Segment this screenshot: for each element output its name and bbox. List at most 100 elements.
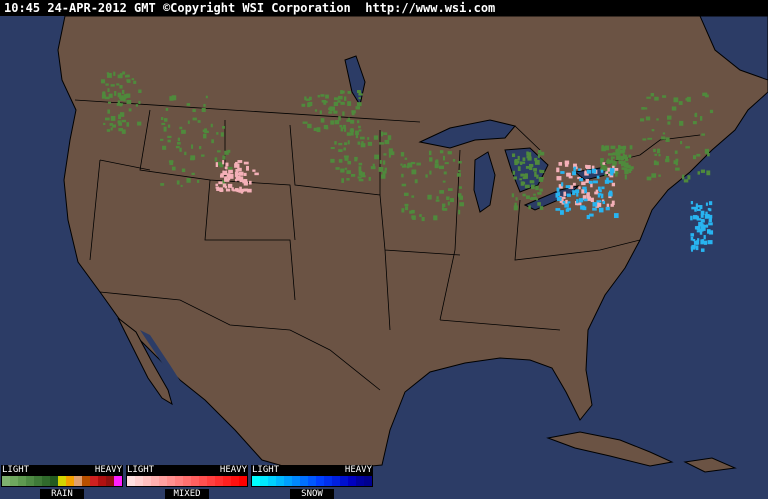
- snow-echo: [705, 224, 709, 228]
- rain-echo: [656, 118, 659, 121]
- rain-echo: [406, 165, 410, 169]
- rain-echo: [456, 173, 462, 177]
- rain-echo: [347, 90, 351, 94]
- mixed-echo: [586, 196, 591, 201]
- rain-echo: [605, 166, 608, 172]
- us-mexico-border: [99, 291, 381, 391]
- snow-echo: [697, 238, 700, 241]
- snow-echo: [690, 246, 696, 250]
- rain-echo: [621, 161, 626, 167]
- rain-echo: [615, 152, 618, 155]
- rain-echo: [401, 165, 407, 168]
- rain-echo: [191, 144, 194, 149]
- legend-light-label: LIGHT: [2, 465, 30, 475]
- rain-echo: [654, 153, 658, 156]
- snow-echo: [576, 192, 579, 197]
- snow-echo: [610, 171, 614, 176]
- snow-echo: [694, 226, 698, 230]
- snow-echo: [708, 230, 714, 235]
- rain-echo: [628, 168, 633, 172]
- mixed-echo: [225, 162, 229, 167]
- legend-color-scale: [126, 475, 248, 487]
- rain-echo: [165, 107, 169, 111]
- legend-swatch: [50, 476, 58, 486]
- rain-echo: [137, 121, 142, 126]
- mixed-echo: [611, 182, 616, 187]
- snow-echo: [566, 207, 572, 211]
- rain-echo: [704, 92, 708, 96]
- rain-echo: [400, 152, 405, 157]
- rain-echo: [384, 167, 387, 171]
- rain-echo: [680, 140, 683, 145]
- rain-echo: [328, 111, 333, 114]
- rain-echo: [530, 184, 535, 190]
- rain-echo: [176, 141, 181, 145]
- rain-echo: [358, 129, 362, 132]
- legend-swatch: [66, 476, 74, 486]
- rain-echo: [117, 100, 120, 106]
- legend-color-scale: [251, 475, 373, 487]
- rain-echo: [447, 201, 450, 206]
- snow-echo: [592, 207, 597, 211]
- rain-echo: [347, 160, 352, 165]
- rain-echo: [539, 188, 543, 192]
- rain-echo: [107, 109, 111, 114]
- snow-echo: [708, 229, 711, 233]
- legend-name: MIXED: [165, 489, 209, 499]
- legend-swatch: [260, 476, 268, 486]
- mixed-echo: [238, 171, 244, 176]
- rain-echo: [515, 197, 518, 201]
- snow-echo: [596, 175, 600, 179]
- legend-swatch: [239, 476, 247, 486]
- snow-echo: [561, 182, 564, 187]
- rain-echo: [334, 141, 337, 145]
- rain-echo: [535, 185, 539, 191]
- rain-echo: [458, 193, 462, 198]
- rain-echo: [160, 183, 165, 186]
- mixed-echo: [238, 189, 241, 193]
- rain-echo: [607, 153, 613, 156]
- rain-echo: [533, 193, 536, 196]
- mixed-echo: [584, 171, 589, 176]
- gulf-st-lawrence: [699, 16, 768, 81]
- rain-echo: [621, 167, 625, 170]
- rain-echo: [222, 155, 226, 160]
- mixed-echo: [585, 179, 589, 183]
- snow-echo: [696, 225, 701, 231]
- legend-swatch: [252, 476, 260, 486]
- rain-echo: [613, 160, 616, 165]
- snow-echo: [560, 171, 565, 174]
- rain-echo: [181, 168, 186, 173]
- rain-echo: [528, 205, 531, 210]
- rain-echo: [653, 148, 656, 153]
- rain-echo: [704, 94, 709, 98]
- snow-echo: [602, 200, 606, 205]
- rain-echo: [434, 160, 439, 164]
- mixed-echo: [234, 179, 238, 182]
- snow-echo: [584, 188, 587, 194]
- mixed-echo: [558, 162, 563, 166]
- mixed-echo: [237, 167, 242, 172]
- mixed-echo: [565, 199, 568, 205]
- radar-map: [57, 16, 768, 473]
- rain-echo: [210, 123, 213, 128]
- rain-echo: [604, 145, 610, 151]
- rain-echo: [673, 97, 679, 103]
- mixed-echo: [590, 197, 594, 203]
- rain-echo: [656, 148, 661, 154]
- rain-echo: [526, 151, 529, 156]
- rain-echo: [618, 145, 621, 150]
- legend-swatch: [231, 476, 239, 486]
- rain-echo: [325, 126, 329, 130]
- lake-superior: [418, 119, 516, 149]
- rain-echo: [222, 126, 225, 129]
- rain-echo: [539, 151, 545, 156]
- rain-echo: [126, 79, 131, 82]
- rain-echo: [521, 181, 526, 185]
- rain-echo: [106, 129, 111, 132]
- legend-swatch: [223, 476, 231, 486]
- rain-echo: [177, 137, 181, 142]
- rain-echo: [401, 208, 405, 213]
- island-hispaniola: [683, 457, 737, 473]
- rain-echo: [442, 180, 446, 183]
